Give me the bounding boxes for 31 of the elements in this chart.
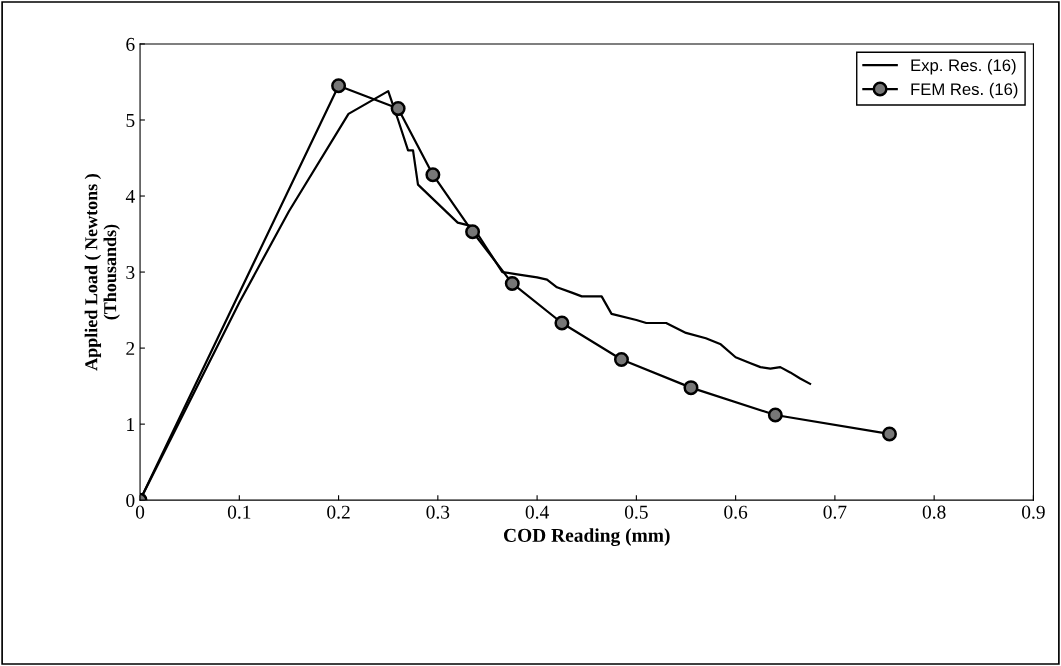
- x-tick-label: 0.8: [922, 505, 946, 519]
- y-tick-label: 1: [127, 418, 135, 431]
- point: [504, 275, 520, 291]
- y-tick-label: 6: [126, 37, 135, 51]
- x-tick-label: 0: [135, 505, 145, 519]
- x-tick-label: 0.1: [227, 505, 251, 519]
- point: [683, 380, 699, 396]
- point: [767, 407, 783, 423]
- x-tick-label: 0.5: [624, 505, 648, 519]
- legend-label: FEM Res. (16): [911, 82, 1018, 99]
- y-tick-label: 3: [126, 265, 135, 279]
- x-axis-title: COD Reading (mm): [503, 528, 670, 546]
- y-axis-title: Applied Load ( Newtons ) (Thousands): [84, 174, 120, 371]
- point: [613, 352, 629, 367]
- point: [331, 78, 347, 94]
- x-tick-label: 0.2: [327, 505, 350, 519]
- point: [465, 224, 481, 240]
- x-tick-label: 0.3: [426, 505, 450, 519]
- x-tick-label: 0.4: [525, 505, 549, 519]
- y-tick-label: 0: [126, 493, 135, 508]
- point: [390, 101, 406, 117]
- y-tick-label: 2: [126, 341, 135, 355]
- x-tick-label: 0.7: [823, 505, 847, 519]
- x-tick-label: 0.6: [724, 505, 748, 519]
- point: [881, 426, 897, 442]
- point: [554, 315, 570, 331]
- point: [425, 167, 441, 183]
- y-tick-label: 5: [126, 114, 135, 127]
- legend-label: Exp. Res. (16): [911, 58, 1016, 75]
- y-tick-label: 4: [125, 189, 135, 203]
- x-tick-label: 0.9: [1022, 505, 1045, 519]
